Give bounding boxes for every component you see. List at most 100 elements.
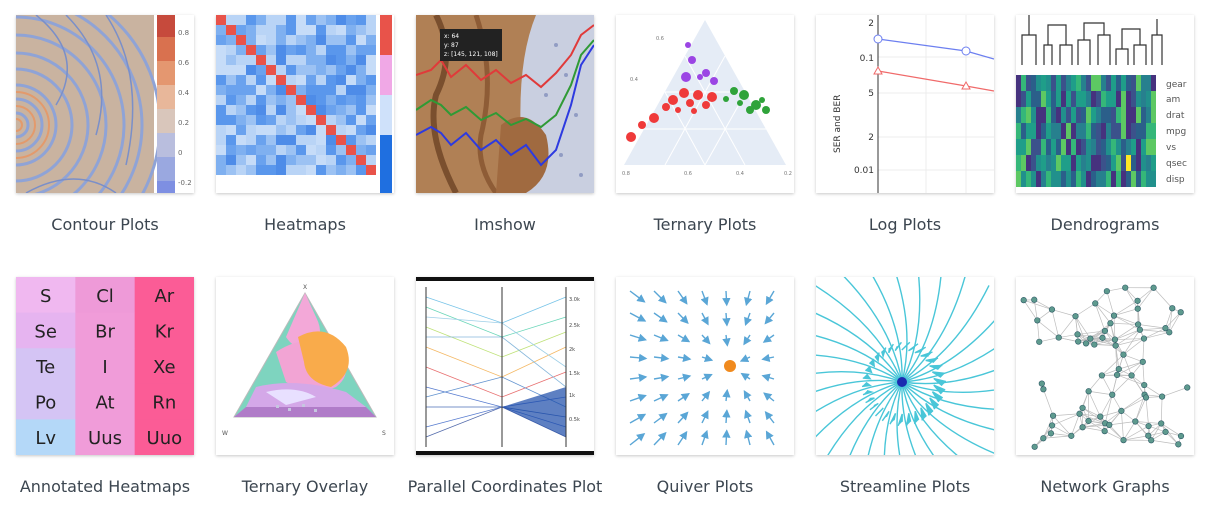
dendrogram-heat-cell [1071,171,1076,187]
quiver-arrow [653,412,668,424]
heatmap-cell [326,25,336,35]
heatmap-cell [276,45,286,55]
gallery-card-imshow[interactable]: x: 64 y: 87 z: [145, 121, 108] Imshow [416,15,594,234]
network-edge [1036,320,1040,342]
heatmap-cell [246,125,256,135]
dendrogram-heat-cell [1081,91,1086,107]
heatmap-cell [306,55,316,65]
gallery-card-parallel-coordinates[interactable]: 3.0k 2.5k 2k 1.5k 1k 0.5k Parallel Coord… [408,277,602,496]
heatmap-cell [316,145,326,155]
heatmap-cell [366,35,376,45]
dendrogram-heat-cell [1056,139,1061,155]
gallery-card-ternary-plots[interactable]: 0.6 0.4 0.8 0.6 0.4 0.2 [616,15,794,234]
network-node [1036,338,1043,345]
gallery-card-quiver-plots[interactable]: Quiver Plots [616,277,794,496]
streamline [901,277,966,383]
heatmap-cell [366,65,376,75]
heatmap-cell [236,15,246,25]
network-node [1079,404,1086,412]
quiver-arrow [677,373,692,382]
heatmap-cell [326,65,336,75]
gallery-card-ternary-overlay[interactable]: X W S Ternary Overlay [216,277,394,496]
gallery-card-label: Parallel Coordinates Plot [407,477,603,496]
svg-text:S: S [382,430,386,437]
dendrogram-heat-cell [1096,171,1101,187]
dendrogram-heat-cell [1101,75,1106,91]
quiver-arrow [629,353,648,362]
svg-text:z: [145, 121, 108]: z: [145, 121, 108] [444,51,498,58]
heatmap-cell [296,35,306,45]
quiver-arrow [677,392,690,402]
heatmap-cell [336,95,346,105]
network-node [1111,336,1119,343]
gallery-card-streamline-plots[interactable]: Streamline Plots [816,277,994,496]
network-edge [1104,410,1122,424]
heatmap-cell [366,125,376,135]
heatmap-cell [276,95,286,105]
network-node [1098,372,1105,379]
network-edge [1100,410,1122,417]
network-node [1107,320,1114,327]
heatmap-cell [276,155,286,165]
colorbar-tick: 0.8 [178,29,189,37]
heatmap-cell [306,65,316,75]
network-edge [1165,308,1173,329]
network-node [1109,391,1116,398]
heatmap-cell [316,85,326,95]
heatmap-cell [336,85,346,95]
network-node [1101,327,1109,335]
gallery-card-heatmaps[interactable]: Heatmaps [216,15,394,234]
network-node [1068,432,1075,439]
gallery-card-log-plots[interactable]: 2 0.1 5 2 0.01 SER and BER Log Plots [816,15,994,234]
streamline [901,381,917,455]
network-edge [1111,374,1118,395]
heatmap-cell [336,125,346,135]
dendrogram-heat-cell [1151,155,1156,171]
gallery-card-annotated-heatmaps[interactable]: S Cl Ar Se Br Kr Te I Xe Po At Rn Lv Uus Uuo Annotated… [16,277,194,496]
dendrogram-heat-cell [1121,171,1126,187]
streamline [901,381,958,455]
heatmap-cell [226,55,236,65]
quiver-arrow [764,410,775,424]
heatmap-cell [366,75,376,85]
heatmap-cell [296,85,306,95]
streamline-arrowhead [920,351,933,357]
gallery-card-dendrograms[interactable]: gear am drat mpg vs qsec disp Dendrogram… [1016,15,1194,234]
quiver-arrow [629,290,646,303]
streamline [816,381,903,413]
dendrogram-heat-cell [1116,155,1121,171]
svg-text:5: 5 [868,89,874,99]
heatmap-cell [236,115,246,125]
streamline [901,277,921,383]
heatmap-cell [336,35,346,45]
heatmap-cell [276,105,286,115]
quiver-arrow [653,353,670,363]
heatmap-cell [326,165,336,175]
dendrogram-heat-cell [1146,171,1151,187]
dendrogram-heat-cell [1031,91,1036,107]
dendrogram-heat-cell [1126,107,1131,123]
dendrogram-heat-cell [1141,155,1146,171]
gallery-card-network-graphs[interactable]: Network Graphs [1016,277,1194,496]
log-y-axis-label: SER and BER [833,95,843,153]
quiver-arrow [677,353,692,363]
heatmap-cell [266,105,276,115]
network-edge [1139,327,1166,331]
streamline [816,379,903,393]
heatmap-cell [286,145,296,155]
annotated-heatmap-label: Kr [155,321,175,342]
dendrogram-heat-cell [1066,91,1071,107]
heatmap-cell [316,95,326,105]
gallery-card-contour-plots[interactable]: 0.8 0.6 0.4 0.2 0 -0.2 Contour Plots [16,15,194,234]
dendrogram-heat-cell [1061,91,1066,107]
dendrogram-heat-cell [1066,139,1071,155]
streamline-arrowhead [894,341,902,352]
streamline-arrowhead [925,402,934,416]
dendrogram-heat-cell [1041,75,1046,91]
heatmap-cell [346,135,356,145]
quiver-arrow [744,429,753,446]
dendrogram-heat-cell [1046,171,1051,187]
streamline-arrowhead [914,410,920,424]
heatmap-cell [336,135,346,145]
dendrogram-heat-cell [1146,91,1151,107]
